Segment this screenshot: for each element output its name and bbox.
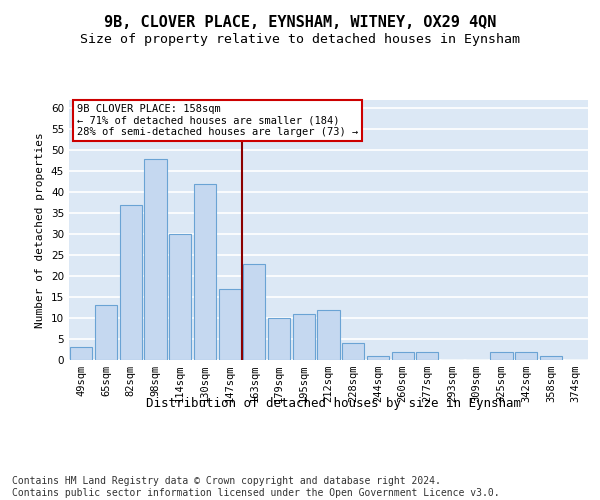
Bar: [95, 306, 117, 360]
Text: 9B CLOVER PLACE: 158sqm
← 71% of detached houses are smaller (184)
28% of semi-d: 9B CLOVER PLACE: 158sqm ← 71% of detache…: [77, 104, 358, 137]
Bar: [293, 314, 315, 360]
Bar: [490, 352, 512, 360]
Bar: [342, 343, 364, 360]
Bar: [268, 318, 290, 360]
Bar: [70, 348, 92, 360]
Bar: [218, 288, 241, 360]
Bar: [416, 352, 439, 360]
Bar: [515, 352, 538, 360]
Text: Size of property relative to detached houses in Eynsham: Size of property relative to detached ho…: [80, 32, 520, 46]
Bar: [392, 352, 414, 360]
Bar: [194, 184, 216, 360]
Bar: [367, 356, 389, 360]
Text: 9B, CLOVER PLACE, EYNSHAM, WITNEY, OX29 4QN: 9B, CLOVER PLACE, EYNSHAM, WITNEY, OX29 …: [104, 15, 496, 30]
Bar: [145, 158, 167, 360]
Bar: [169, 234, 191, 360]
Y-axis label: Number of detached properties: Number of detached properties: [35, 132, 46, 328]
Bar: [540, 356, 562, 360]
Bar: [243, 264, 265, 360]
Bar: [317, 310, 340, 360]
Text: Distribution of detached houses by size in Eynsham: Distribution of detached houses by size …: [146, 398, 521, 410]
Bar: [119, 205, 142, 360]
Text: Contains HM Land Registry data © Crown copyright and database right 2024.
Contai: Contains HM Land Registry data © Crown c…: [12, 476, 500, 498]
